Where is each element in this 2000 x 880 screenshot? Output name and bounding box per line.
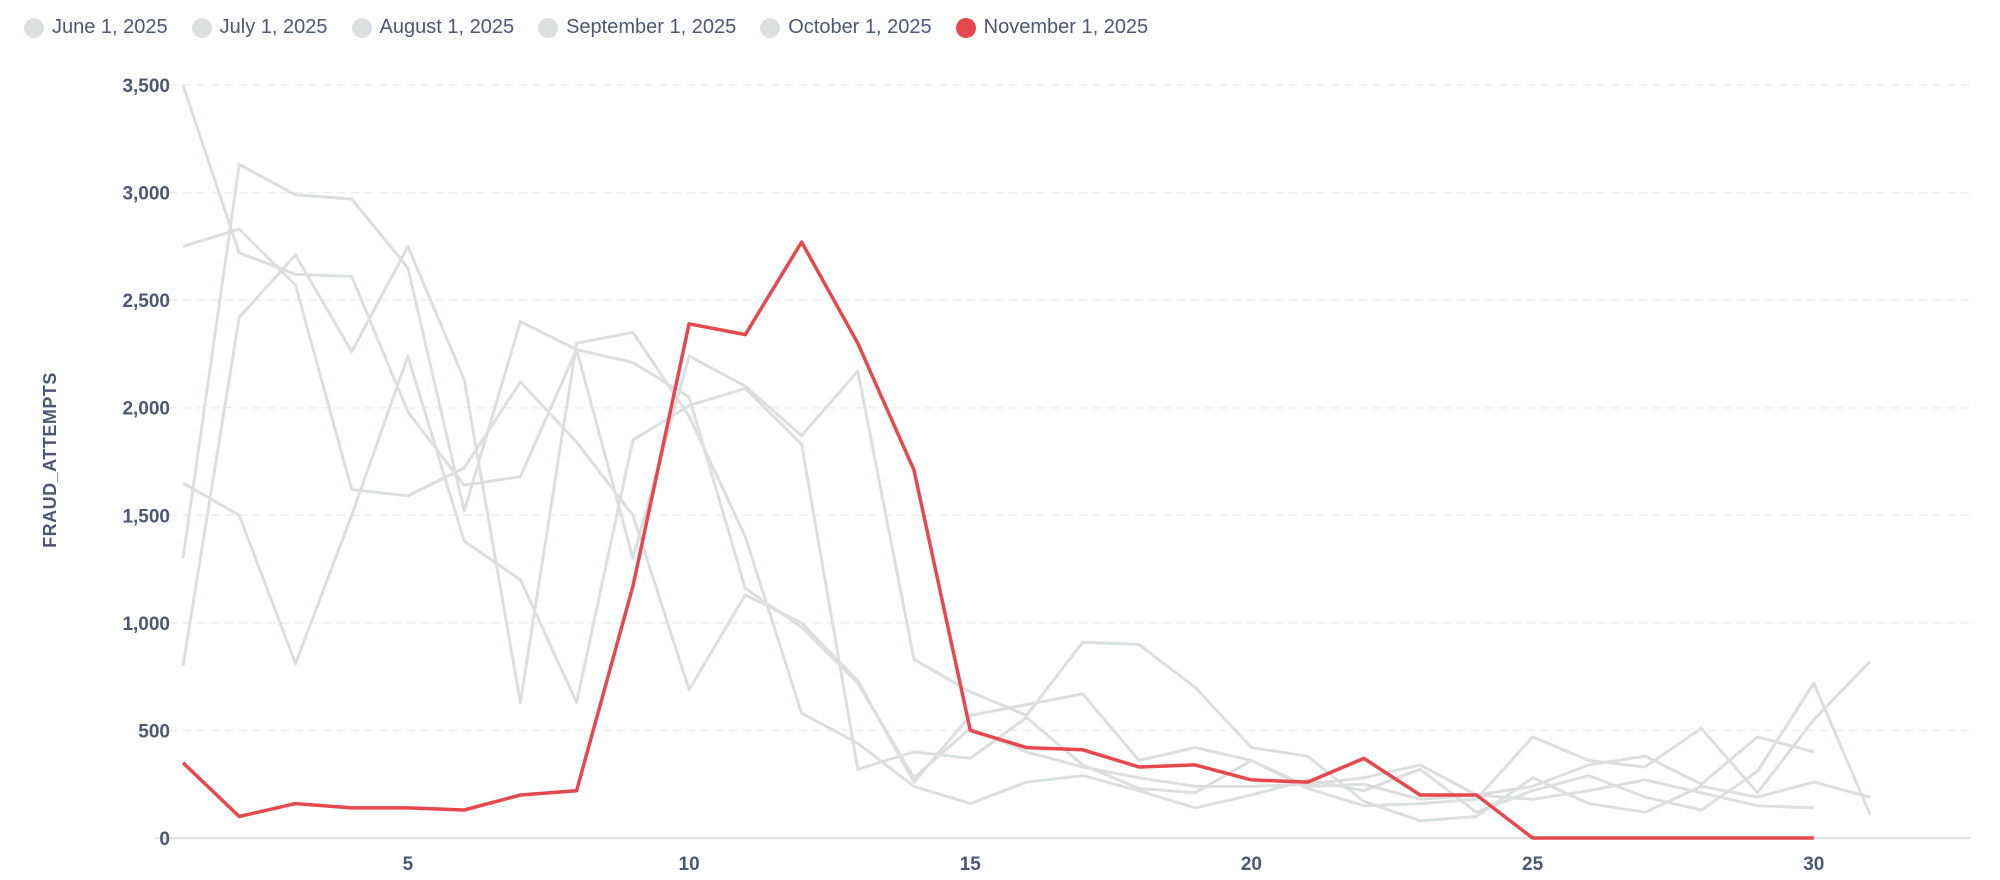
legend-dot-icon — [538, 17, 559, 38]
legend-label: August 1, 2025 — [379, 16, 515, 38]
legend-item[interactable]: August 1, 2025 — [351, 16, 515, 39]
legend-dot-icon — [24, 17, 44, 38]
legend-label: July 1, 2025 — [219, 16, 328, 38]
x-tick-label: 5 — [403, 854, 414, 875]
y-axis-ticks: 0 500 1,000 1,500 2,000 2,500 3,000 3,500 — [122, 76, 170, 850]
x-axis-ticks: 5 10 15 20 25 30 — [403, 854, 1825, 875]
series-lines — [181, 84, 1872, 840]
legend-item[interactable]: July 1, 2025 — [191, 16, 328, 39]
y-tick-label: 0 — [159, 829, 170, 850]
y-tick-label: 3,000 — [122, 184, 170, 205]
y-axis-title: FRAUD_ATTEMPTS — [40, 372, 60, 548]
legend-item[interactable]: October 1, 2025 — [760, 16, 932, 39]
series-line[interactable] — [181, 240, 1814, 840]
series-line[interactable] — [181, 163, 1871, 823]
series-line[interactable] — [181, 84, 1814, 810]
legend-label: September 1, 2025 — [566, 16, 737, 38]
legend-label: November 1, 2025 — [983, 16, 1149, 38]
x-tick-label: 10 — [679, 854, 700, 875]
x-tick-label: 20 — [1241, 854, 1262, 875]
x-tick-label: 25 — [1522, 854, 1544, 875]
legend: June 1, 2025 July 1, 2025 August 1, 2025 Se… — [24, 16, 1172, 39]
legend-label: October 1, 2025 — [788, 16, 932, 38]
y-tick-label: 2,000 — [122, 399, 170, 420]
legend-dot-icon — [760, 17, 781, 38]
legend-item[interactable]: November 1, 2025 — [955, 16, 1149, 39]
y-tick-label: 1,000 — [122, 614, 170, 635]
series-line[interactable] — [182, 227, 1872, 808]
legend-label: June 1, 2025 — [52, 16, 168, 38]
legend-dot-icon — [955, 17, 976, 38]
y-tick-label: 1,500 — [122, 506, 170, 527]
x-tick-label: 15 — [960, 854, 982, 875]
y-tick-label: 2,500 — [122, 291, 170, 312]
y-tick-label: 500 — [138, 721, 170, 742]
gridlines — [155, 84, 1970, 839]
x-tick-label: 30 — [1803, 854, 1824, 875]
y-tick-label: 3,500 — [122, 76, 170, 97]
legend-dot-icon — [191, 17, 212, 38]
series-line[interactable] — [181, 244, 1872, 815]
legend-item[interactable]: September 1, 2025 — [538, 16, 736, 39]
series-line[interactable] — [182, 354, 1815, 801]
legend-item[interactable]: June 1, 2025 — [24, 16, 168, 39]
legend-dot-icon — [351, 17, 372, 38]
